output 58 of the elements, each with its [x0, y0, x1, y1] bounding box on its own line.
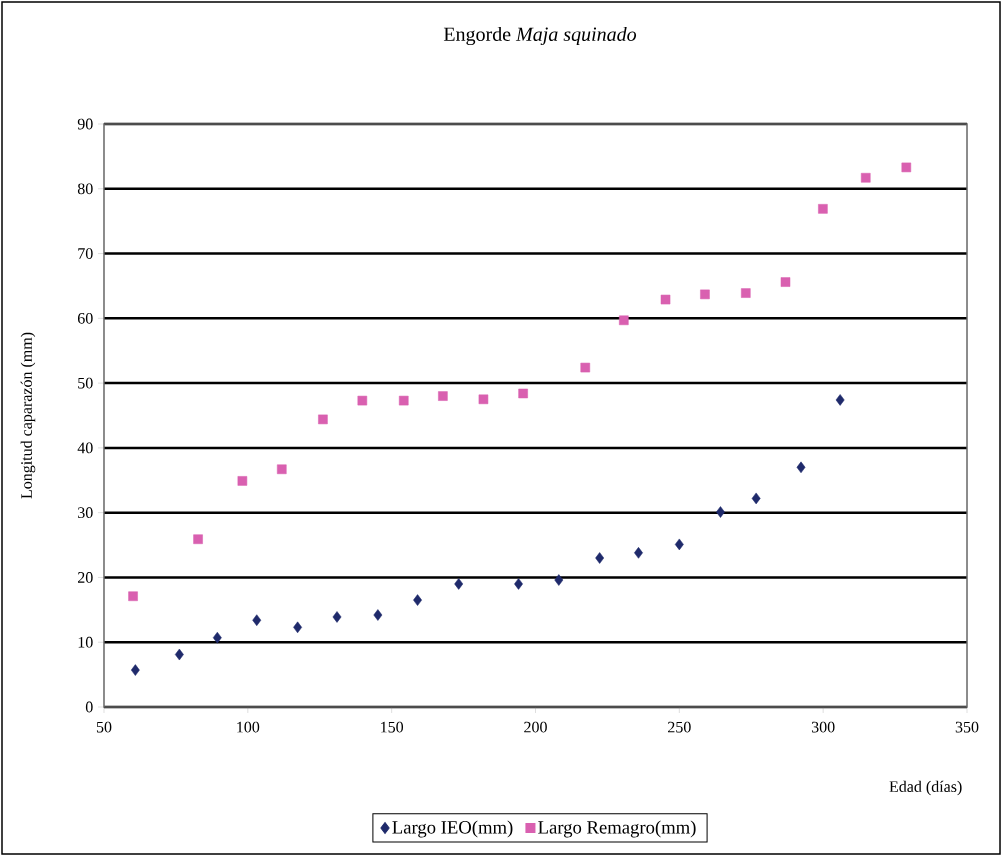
point	[130, 664, 140, 676]
point	[660, 294, 671, 305]
point	[454, 578, 464, 590]
point	[751, 492, 761, 505]
point	[252, 614, 262, 626]
x-tick-label: 150	[381, 721, 404, 733]
legend-label: Largo IEO(mm)	[392, 820, 513, 838]
x-tick-label: 350	[955, 721, 979, 733]
point	[373, 609, 383, 621]
y-tick-label: 80	[77, 183, 93, 195]
point	[514, 578, 523, 590]
point	[619, 315, 629, 326]
legend-label: Largo Remagro(mm)	[538, 820, 696, 838]
point	[780, 277, 791, 287]
point	[796, 461, 806, 474]
point	[700, 289, 710, 300]
point	[818, 204, 828, 214]
y-tick-label: 60	[77, 312, 93, 324]
point	[398, 395, 409, 406]
point	[716, 506, 725, 518]
y-tick-label: 50	[78, 377, 93, 389]
y-tick-label: 40	[77, 442, 93, 454]
point	[674, 538, 684, 551]
point	[212, 631, 222, 644]
x-tick-label: 50	[96, 721, 112, 733]
y-tick-label: 20	[78, 572, 93, 583]
point	[237, 476, 248, 486]
y-tick-label: 90	[77, 118, 93, 130]
point	[580, 362, 591, 373]
point	[518, 388, 528, 399]
point	[332, 611, 342, 623]
point	[318, 414, 328, 425]
x-tick-label: 300	[811, 721, 835, 733]
point	[438, 391, 448, 401]
point	[741, 288, 751, 298]
point	[554, 574, 564, 586]
y-tick-label: 0	[85, 701, 93, 713]
point	[634, 547, 643, 559]
point	[413, 594, 422, 606]
x-tick-label: 100	[237, 721, 260, 733]
point	[860, 172, 871, 183]
x-tick-label: 250	[668, 721, 691, 733]
y-tick-label: 70	[78, 248, 93, 259]
y-tick-label: 30	[78, 507, 93, 519]
point	[277, 464, 287, 475]
point	[128, 591, 138, 602]
point	[193, 534, 203, 544]
point	[835, 394, 845, 406]
point	[478, 394, 489, 405]
x-axis-title: Edad (días)	[889, 780, 962, 796]
chart-title: Engorde Maja squinado	[443, 26, 637, 46]
y-tick-label: 10	[78, 636, 93, 648]
point	[595, 552, 605, 564]
point	[357, 395, 368, 406]
y-axis-title: Longitud caparazón (mm)	[20, 332, 36, 499]
x-tick-label: 200	[524, 721, 547, 733]
point	[901, 162, 912, 173]
point	[174, 648, 184, 661]
